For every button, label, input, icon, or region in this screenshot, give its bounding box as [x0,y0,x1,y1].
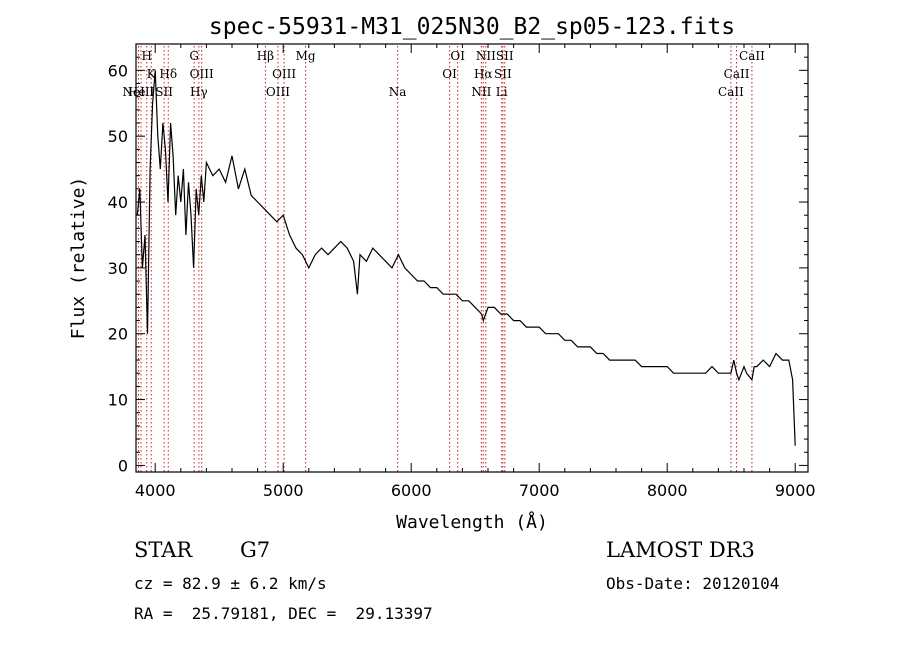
y-tick-label: 40 [108,193,128,212]
line-marker-label: OIII [272,67,296,81]
line-marker-label: SII [494,67,512,81]
redshift-velocity: cz = 82.9 ± 6.2 km/s [134,574,327,593]
line-marker-label: G [189,49,199,63]
line-marker-label: Hγ [190,85,208,99]
line-marker-label: CaII [724,67,750,81]
y-tick-label: 0 [118,456,128,475]
x-tick-label: 9000 [775,481,816,500]
y-tick-label: 10 [108,391,128,410]
line-marker-label: Hβ [257,49,274,63]
y-tick-label: 20 [108,325,128,344]
line-marker-label: CaII [718,85,744,99]
x-tick-label: 5000 [263,481,304,500]
y-tick-label: 50 [108,127,128,146]
line-marker-label: NII [476,49,496,63]
survey-name: LAMOST DR3 [606,538,755,562]
chart-title: spec-55931-M31_025N30_B2_sp05-123.fits [209,14,735,40]
x-axis-label: Wavelength (Å) [396,511,548,533]
y-tick-label: 30 [108,259,128,278]
line-marker-label: Hα [474,67,493,81]
line-marker-label: He I [128,85,154,99]
line-marker-label: OI [442,67,457,81]
line-marker-label: OIII [266,85,290,99]
line-marker-label: K [147,67,157,81]
line-marker-label: OIII [190,67,214,81]
y-axis-label: Flux (relative) [68,177,89,340]
line-marker-label: H [142,49,152,63]
line-marker-label: Na [389,85,407,99]
line-marker-label: CaII [739,49,765,63]
object-class: STAR [134,538,193,562]
line-marker-label: SII [496,49,514,63]
line-marker-label: Hδ [159,67,177,81]
spectrum-series-line [136,70,796,446]
line-marker-label: NII [471,85,491,99]
line-marker-label: SII [155,85,173,99]
x-tick-label: 4000 [135,481,176,500]
y-tick-label: 60 [108,61,128,80]
line-marker-label: Li [496,85,508,99]
object-subclass: G7 [240,538,271,562]
x-tick-label: 8000 [647,481,688,500]
x-axis-ticks: 4000 5000 6000 7000 8000 9000 [135,44,816,500]
x-tick-label: 6000 [391,481,432,500]
coordinates: RA = 25.79181, DEC = 29.13397 [134,604,433,623]
plot-frame [135,43,809,473]
line-marker-label: NeIII [123,85,155,99]
observation-date: Obs-Date: 20120104 [606,574,780,593]
line-markers [137,46,753,472]
line-marker-label: OI [450,49,465,63]
line-marker-label: Mg [296,49,316,63]
y-axis-ticks: 0 10 20 30 40 50 60 [108,56,808,475]
x-tick-label: 7000 [519,481,560,500]
